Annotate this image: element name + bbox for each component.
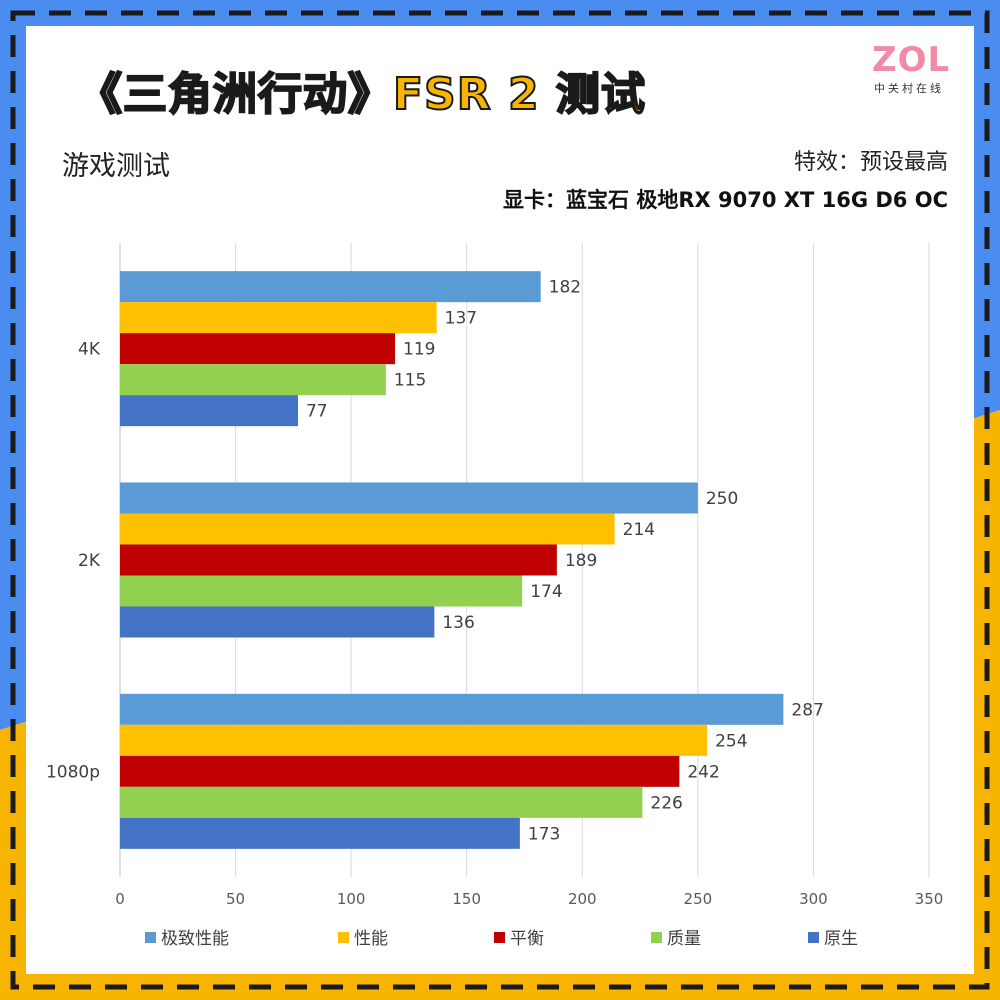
bar xyxy=(120,333,396,365)
data-label: 189 xyxy=(565,551,597,571)
page-title: 《三角洲行动》FSR 2 测试 xyxy=(77,68,646,121)
data-label: 214 xyxy=(623,520,655,540)
bar xyxy=(120,482,698,514)
x-tick-label: 50 xyxy=(226,890,245,908)
data-label: 182 xyxy=(549,278,581,298)
data-label: 173 xyxy=(528,824,560,844)
bar xyxy=(120,364,386,396)
legend-label: 性能 xyxy=(354,929,388,949)
x-tick-label: 200 xyxy=(568,890,597,908)
bar xyxy=(120,302,437,334)
data-label: 119 xyxy=(403,340,435,360)
legend-label: 质量 xyxy=(667,929,701,949)
bar xyxy=(120,395,298,427)
legend-label: 平衡 xyxy=(510,929,544,949)
data-label: 250 xyxy=(706,489,738,509)
bar xyxy=(120,755,680,787)
x-tick-label: 150 xyxy=(452,890,481,908)
x-tick-labels-group: 0 50 100 150 200 250 300 350 xyxy=(115,890,943,908)
data-label: 115 xyxy=(394,371,426,391)
legend-label: 极致性能 xyxy=(161,929,229,949)
bars-group xyxy=(120,271,784,849)
bar xyxy=(120,817,520,849)
category-label: 2K xyxy=(78,551,101,571)
data-label: 136 xyxy=(442,613,474,633)
legend: 极致性能 性能 平衡 质量 原生 xyxy=(145,929,858,949)
chart-subtitle: 游戏测试 xyxy=(62,151,170,182)
legend-swatch xyxy=(338,932,349,943)
zol-logo-subtitle: 中关村在线 xyxy=(874,82,944,95)
legend-swatch xyxy=(651,932,662,943)
x-tick-label: 250 xyxy=(684,890,713,908)
x-tick-label: 0 xyxy=(115,890,125,908)
bar xyxy=(120,724,708,756)
data-label: 226 xyxy=(650,793,682,813)
legend-swatch xyxy=(145,932,156,943)
bar xyxy=(120,513,615,545)
legend-label: 原生 xyxy=(824,929,858,949)
bar xyxy=(120,693,784,725)
category-label: 4K xyxy=(78,340,101,360)
data-label: 242 xyxy=(687,762,719,782)
bar xyxy=(120,606,435,638)
bar xyxy=(120,786,643,818)
data-label: 137 xyxy=(445,309,477,329)
category-labels-group: 4K 2K 1080p xyxy=(46,340,101,783)
x-tick-label: 350 xyxy=(915,890,944,908)
legend-swatch xyxy=(494,932,505,943)
bar xyxy=(120,575,523,607)
data-label: 174 xyxy=(530,582,562,602)
data-label: 287 xyxy=(791,700,823,720)
bar xyxy=(120,544,557,576)
zol-logo: ZOL xyxy=(872,40,951,80)
x-tick-label: 100 xyxy=(337,890,366,908)
data-label: 254 xyxy=(715,731,747,751)
gpu-info: 显卡：蓝宝石 极地RX 9070 XT 16G D6 OC xyxy=(503,188,948,212)
data-label: 77 xyxy=(306,402,328,422)
bar xyxy=(120,271,541,303)
legend-swatch xyxy=(808,932,819,943)
x-tick-label: 300 xyxy=(799,890,828,908)
category-label: 1080p xyxy=(46,762,100,782)
effect-setting: 特效：预设最高 xyxy=(793,150,948,175)
dashed-outline xyxy=(10,10,990,990)
